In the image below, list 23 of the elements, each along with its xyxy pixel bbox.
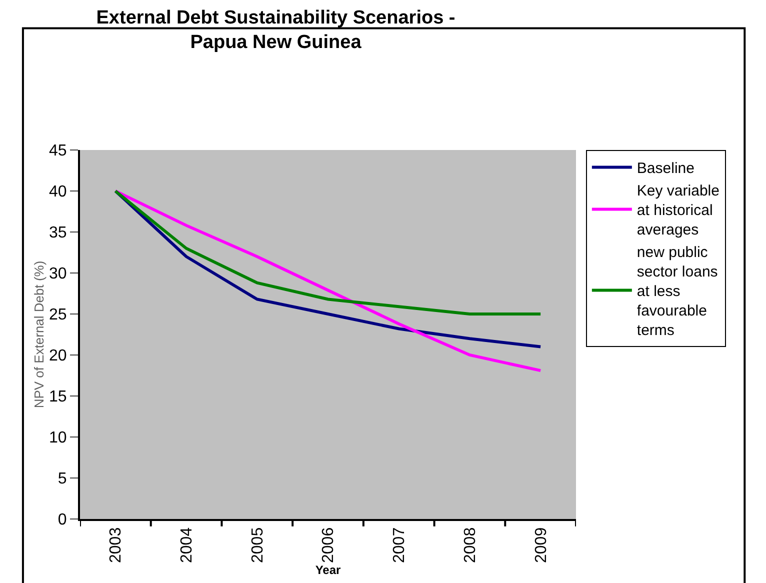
y-tick-label: 30 <box>49 266 67 283</box>
y-tick-label: 15 <box>49 388 67 406</box>
x-tick-label: 2009 <box>532 527 550 563</box>
x-tick-label: 2007 <box>391 527 408 563</box>
y-tick-label: 20 <box>49 348 67 365</box>
line-series <box>114 190 542 316</box>
y-tick-label: 5 <box>58 470 67 488</box>
x-tick-label: 2008 <box>462 527 479 563</box>
y-tick-label: 0 <box>58 512 67 529</box>
x-tick-label: 2005 <box>249 527 266 563</box>
legend-label: Baseline <box>636 160 694 178</box>
x-tick-label: 2003 <box>108 527 125 563</box>
x-tick-label: 2004 <box>178 527 196 563</box>
y-axis-title: NPV of External Debt (%) <box>31 260 46 408</box>
legend-label: new public sector loans at less favourable terms <box>636 244 718 340</box>
x-tick-label: 2006 <box>320 527 338 563</box>
y-tick-label: 10 <box>49 430 67 447</box>
y-tick-label: 35 <box>49 224 67 242</box>
x-axis-title: Year <box>315 562 342 577</box>
chart-title: External Debt Sustainability Scenarios - Papua New Guinea <box>96 7 456 54</box>
y-tick-label: 25 <box>49 306 67 324</box>
y-tick-label: 40 <box>49 184 67 201</box>
y-tick-label: 45 <box>49 142 67 160</box>
